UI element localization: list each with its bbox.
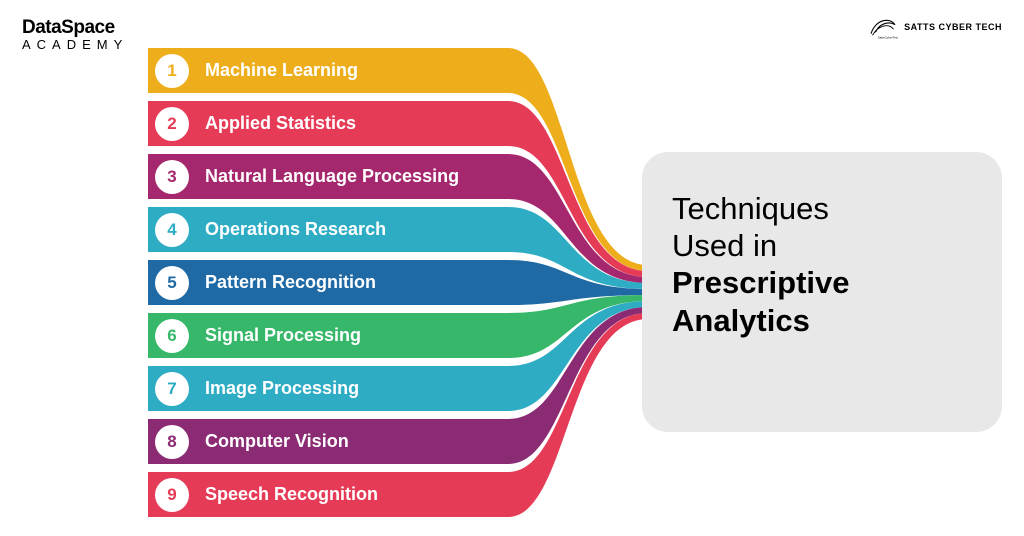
technique-label: Signal Processing (205, 325, 361, 346)
technique-bar: 3 Natural Language Processing (148, 154, 488, 199)
connector-ribbon (488, 313, 648, 517)
technique-label: Image Processing (205, 378, 359, 399)
technique-label: Pattern Recognition (205, 272, 376, 293)
technique-label: Machine Learning (205, 60, 358, 81)
logo-line1: DataSpace (22, 18, 128, 38)
technique-number: 8 (155, 425, 189, 459)
title-line-1: Techniques (672, 190, 972, 227)
technique-label: Speech Recognition (205, 484, 378, 505)
connector-ribbon (488, 101, 648, 277)
connector-ribbon (488, 154, 648, 283)
technique-number: 7 (155, 372, 189, 406)
technique-number: 4 (155, 213, 189, 247)
technique-number: 1 (155, 54, 189, 88)
technique-number: 3 (155, 160, 189, 194)
title-card: Techniques Used in Prescriptive Analytic… (642, 152, 1002, 432)
swirl-icon: SattsCyberTech (868, 14, 898, 40)
technique-bar: 8 Computer Vision (148, 419, 488, 464)
technique-label: Applied Statistics (205, 113, 356, 134)
technique-bar: 9 Speech Recognition (148, 472, 488, 517)
connector-lines (488, 48, 648, 528)
connector-ribbon (488, 307, 648, 464)
technique-number: 9 (155, 478, 189, 512)
title-line-2: Used in (672, 227, 972, 264)
logo-right-text: SATTS CYBER TECH (904, 22, 1002, 32)
technique-bar: 4 Operations Research (148, 207, 488, 252)
technique-bar: 6 Signal Processing (148, 313, 488, 358)
technique-number: 6 (155, 319, 189, 353)
technique-number: 5 (155, 266, 189, 300)
technique-bar: 5 Pattern Recognition (148, 260, 488, 305)
svg-text:SattsCyberTech: SattsCyberTech (878, 35, 898, 39)
technique-bar: 2 Applied Statistics (148, 101, 488, 146)
connector-ribbon (488, 301, 648, 411)
connector-ribbon (488, 295, 648, 358)
technique-label: Natural Language Processing (205, 166, 459, 187)
logo-dataspace: DataSpace ACADEMY (22, 18, 128, 52)
technique-label: Operations Research (205, 219, 386, 240)
technique-bar: 7 Image Processing (148, 366, 488, 411)
title-line-4: Analytics (672, 302, 972, 339)
connector-ribbon (488, 260, 648, 305)
technique-list: 1 Machine Learning 2 Applied Statistics 3 Nat… (148, 48, 488, 525)
technique-bar: 1 Machine Learning (148, 48, 488, 93)
logo-line2: ACADEMY (22, 38, 128, 52)
connector-ribbon (488, 207, 648, 289)
connector-ribbon (488, 48, 648, 271)
logo-satts: SattsCyberTech SATTS CYBER TECH (868, 14, 1002, 40)
technique-number: 2 (155, 107, 189, 141)
title-line-3: Prescriptive (672, 264, 972, 301)
technique-label: Computer Vision (205, 431, 349, 452)
